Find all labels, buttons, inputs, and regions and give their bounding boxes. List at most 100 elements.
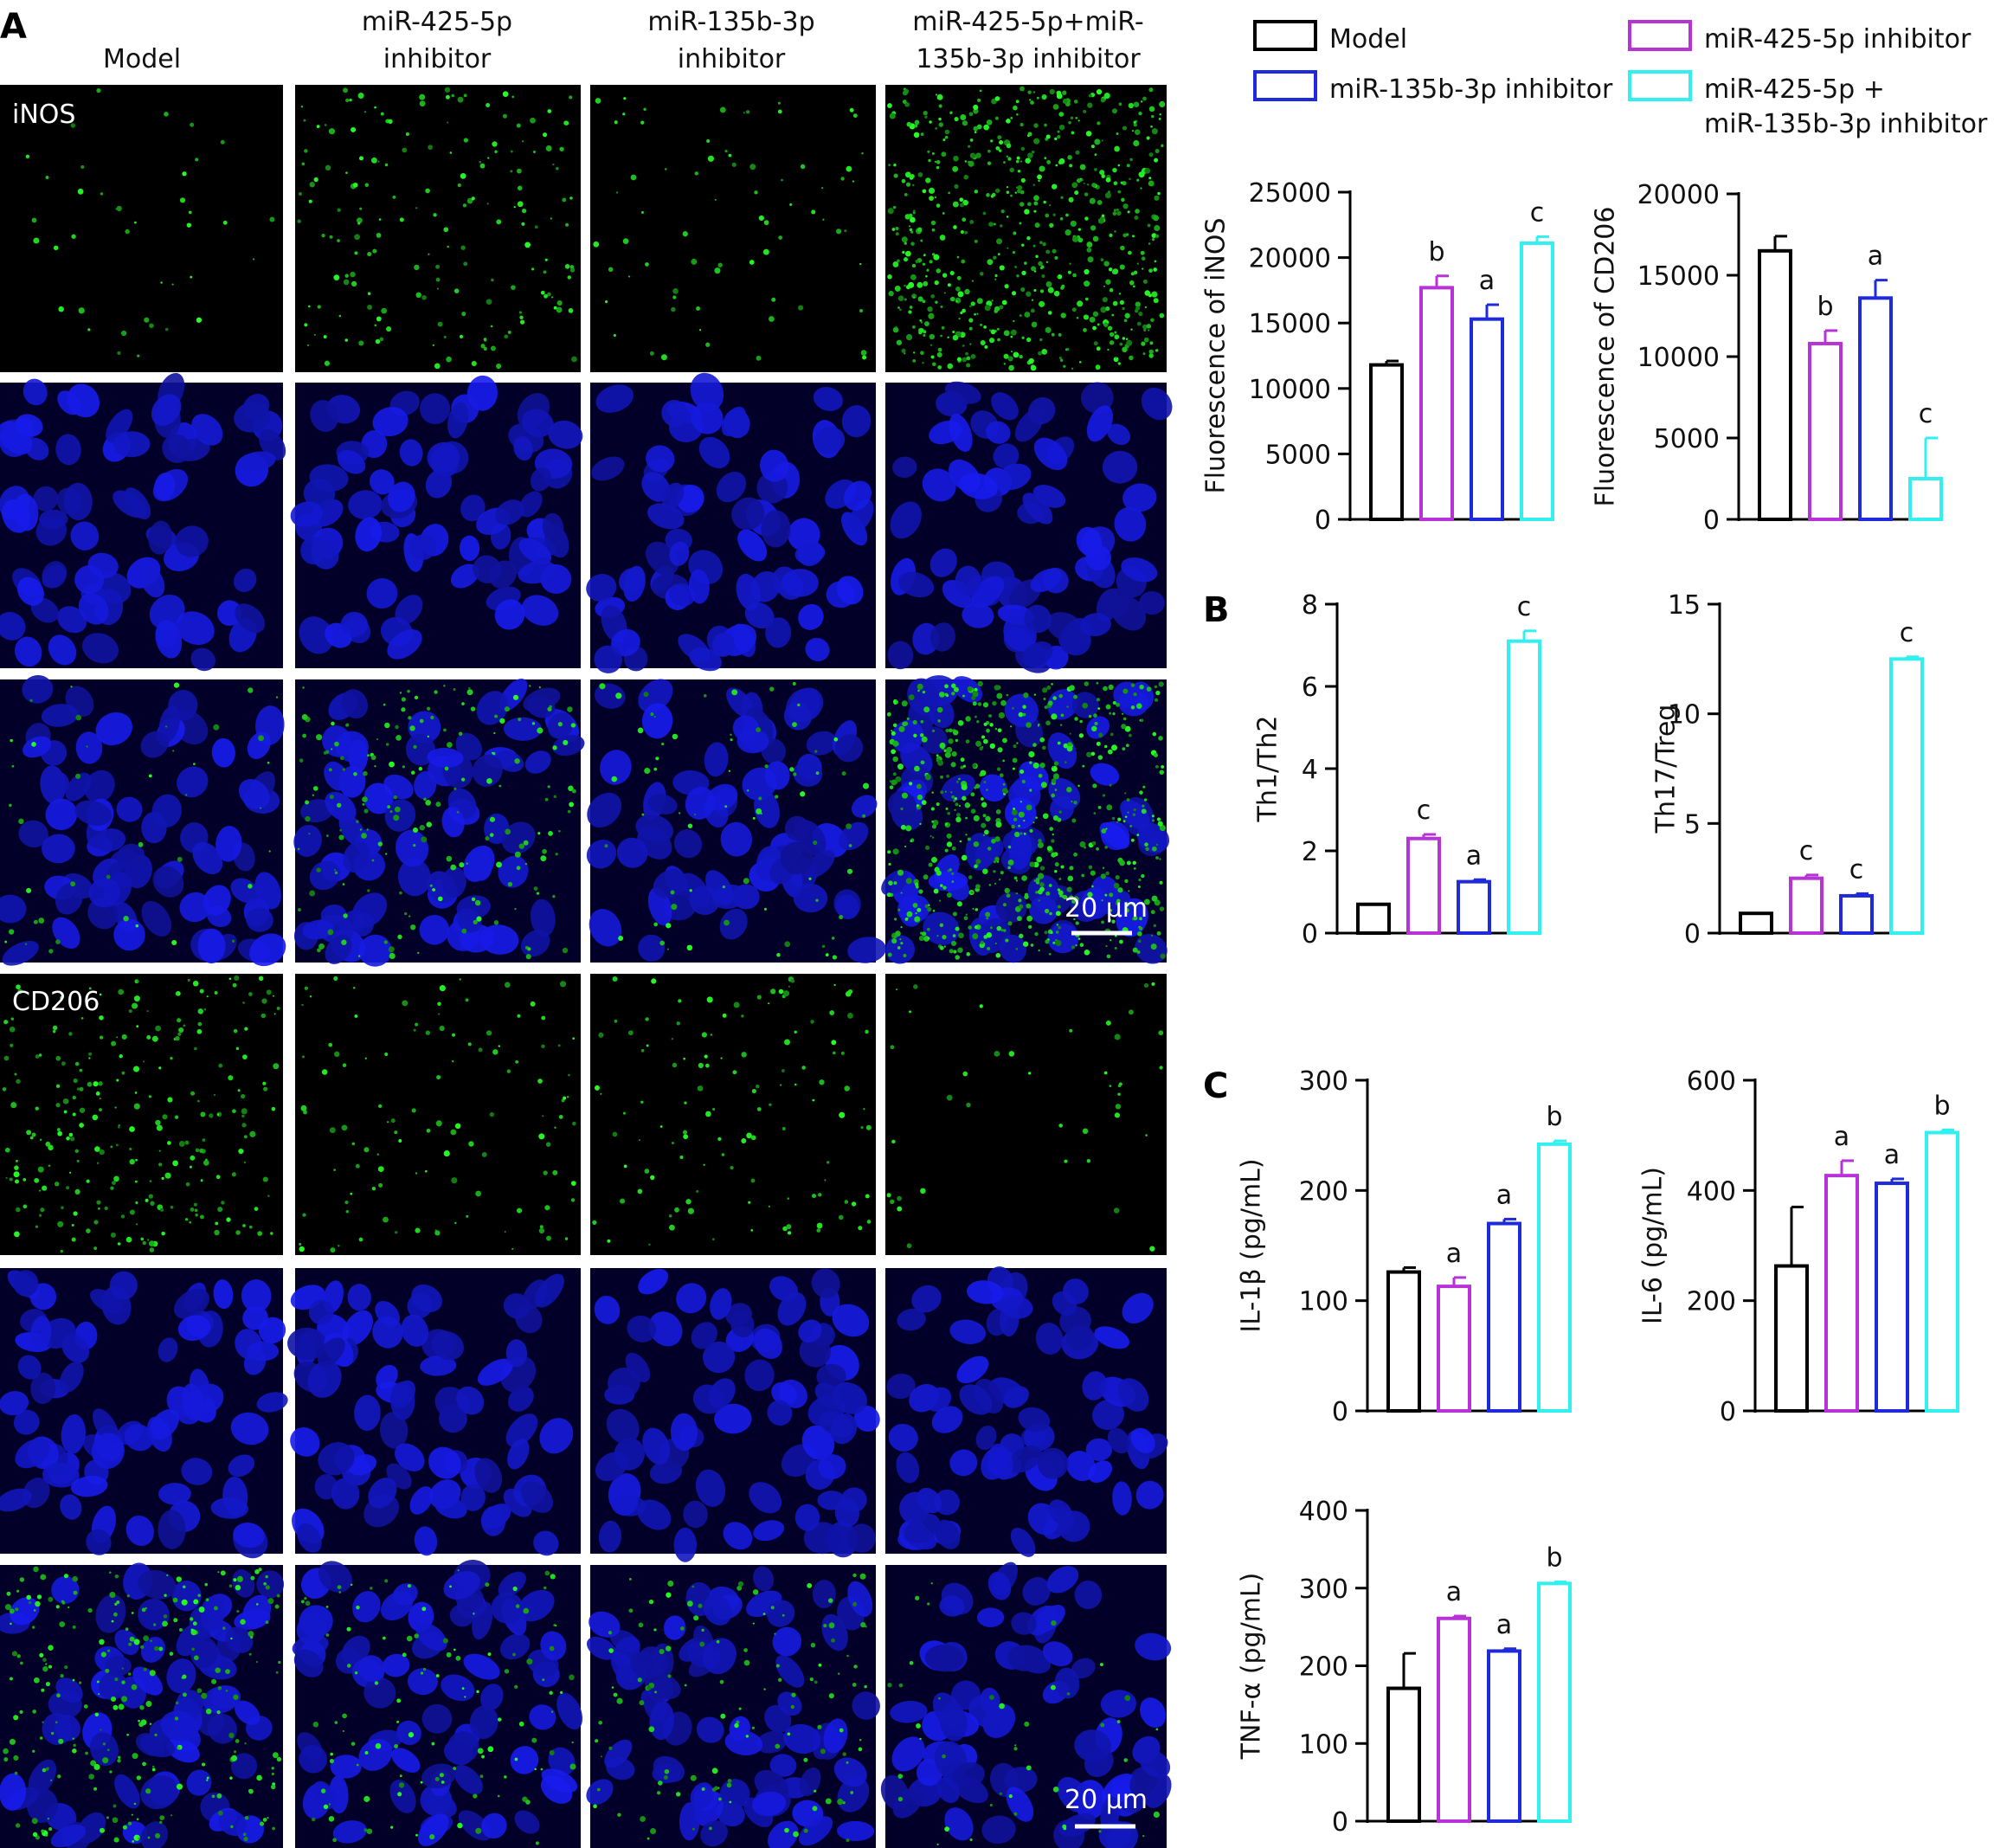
nucleus bbox=[420, 1355, 457, 1376]
nucleus bbox=[968, 1695, 1002, 1728]
y-axis-label: IL-1β (pg/mL) bbox=[1237, 1158, 1267, 1332]
fluorescent-spot bbox=[947, 811, 951, 815]
fluorescent-spot bbox=[460, 172, 466, 179]
fluorescent-spot bbox=[1079, 840, 1086, 847]
fluorescent-spot bbox=[344, 338, 348, 342]
nucleus bbox=[140, 1775, 178, 1810]
fluorescent-spot bbox=[711, 1768, 718, 1774]
fluorescent-spot bbox=[891, 779, 897, 786]
bar bbox=[1507, 639, 1541, 935]
nucleus bbox=[976, 1607, 1005, 1628]
fluorescent-spot bbox=[920, 239, 923, 242]
nucleus bbox=[95, 712, 132, 746]
fluorescent-spot bbox=[1060, 724, 1063, 726]
nucleus bbox=[498, 855, 529, 888]
fluorescent-spot bbox=[521, 208, 527, 214]
fluorescent-spot bbox=[1108, 190, 1110, 194]
nucleus bbox=[1085, 544, 1112, 571]
fluorescent-spot bbox=[678, 999, 682, 1003]
fluorescent-spot bbox=[775, 1743, 781, 1749]
fluorescent-spot bbox=[1020, 86, 1025, 92]
fluorescent-spot bbox=[351, 1142, 356, 1146]
fluorescent-spot bbox=[102, 1757, 109, 1764]
fluorescent-spot bbox=[437, 321, 443, 327]
fluorescent-spot bbox=[384, 853, 388, 855]
nucleus bbox=[396, 829, 429, 867]
nucleus bbox=[929, 548, 957, 577]
fluorescent-spot bbox=[627, 1030, 634, 1036]
fluorescent-spot bbox=[1090, 751, 1096, 757]
fluorescent-spot bbox=[540, 290, 545, 295]
fluorescent-spot bbox=[193, 1599, 199, 1605]
nucleus bbox=[13, 1270, 39, 1297]
fluorescent-spot bbox=[1030, 364, 1037, 371]
fluorescent-spot bbox=[693, 813, 697, 816]
fluorescent-spot bbox=[1124, 792, 1127, 795]
fluorescent-spot bbox=[953, 155, 959, 162]
fluorescent-spot bbox=[517, 168, 522, 174]
fluorescent-spot bbox=[696, 1189, 699, 1193]
fluorescent-spot bbox=[969, 1838, 973, 1842]
fluorescent-spot bbox=[449, 151, 453, 154]
bar bbox=[1386, 1270, 1421, 1413]
fluorescent-spot bbox=[1038, 950, 1040, 952]
fluorescent-spot bbox=[675, 1792, 681, 1797]
fluorescent-spot bbox=[931, 836, 935, 839]
nucleus bbox=[794, 1504, 820, 1531]
fluorescent-spot bbox=[1075, 150, 1080, 155]
fluorescent-spot bbox=[233, 1028, 238, 1033]
fluorescent-spot bbox=[831, 937, 835, 940]
fluorescent-spot bbox=[1000, 871, 1004, 875]
fluorescent-spot bbox=[1033, 693, 1036, 696]
fluorescent-spot bbox=[155, 1832, 161, 1838]
fluorescent-spot bbox=[354, 251, 358, 255]
nucleus bbox=[317, 1337, 345, 1367]
fluorescent-spot bbox=[1114, 145, 1120, 152]
fluorescent-spot bbox=[996, 925, 1002, 931]
nucleus bbox=[290, 1426, 320, 1457]
fluorescent-spot bbox=[564, 1237, 569, 1240]
fluorescent-spot bbox=[893, 881, 897, 885]
fluorescent-spot bbox=[190, 1617, 194, 1621]
nucleus bbox=[1085, 1438, 1112, 1461]
fluorescent-spot bbox=[323, 1804, 329, 1810]
fluorescent-spot bbox=[595, 98, 601, 104]
nucleus bbox=[158, 1483, 191, 1505]
fluorescent-spot bbox=[637, 727, 644, 734]
fluorescent-spot bbox=[263, 1581, 267, 1586]
fluorescent-spot bbox=[930, 856, 937, 863]
fluorescent-spot bbox=[258, 976, 264, 982]
fluorescent-spot bbox=[301, 162, 306, 166]
fluorescent-spot bbox=[1052, 941, 1056, 944]
column-header: miR-425-5p bbox=[362, 7, 512, 37]
fluorescent-spot bbox=[928, 187, 936, 194]
fluorescent-spot bbox=[1034, 222, 1040, 229]
nucleus bbox=[897, 1308, 926, 1331]
nucleus bbox=[18, 820, 48, 848]
nucleus bbox=[192, 841, 223, 875]
fluorescent-spot bbox=[1003, 363, 1006, 365]
fluorescent-spot bbox=[653, 1628, 657, 1632]
nucleus bbox=[981, 837, 1004, 861]
fluorescent-spot bbox=[852, 1601, 858, 1607]
fluorescent-spot bbox=[523, 1607, 530, 1614]
fluorescent-spot bbox=[976, 720, 980, 724]
fluorescent-spot bbox=[650, 712, 654, 717]
fluorescent-spot bbox=[1116, 702, 1121, 707]
fluorescent-spot bbox=[1113, 1207, 1120, 1214]
fluorescent-spot bbox=[676, 1021, 680, 1026]
tile-background bbox=[885, 974, 1167, 1255]
fluorescent-spot bbox=[1007, 866, 1011, 870]
fluorescent-spot bbox=[1067, 875, 1074, 882]
fluorescent-spot bbox=[463, 138, 469, 143]
fluorescent-spot bbox=[262, 1176, 268, 1182]
fluorescent-spot bbox=[546, 292, 551, 297]
fluorescent-spot bbox=[912, 184, 915, 187]
fluorescent-spot bbox=[941, 325, 945, 330]
fluorescent-spot bbox=[71, 1237, 76, 1242]
fluorescent-spot bbox=[1008, 364, 1014, 371]
fluorescent-spot bbox=[431, 1742, 435, 1746]
fluorescent-spot bbox=[563, 1096, 567, 1100]
fluorescent-spot bbox=[1154, 158, 1159, 163]
nucleus bbox=[23, 378, 48, 406]
